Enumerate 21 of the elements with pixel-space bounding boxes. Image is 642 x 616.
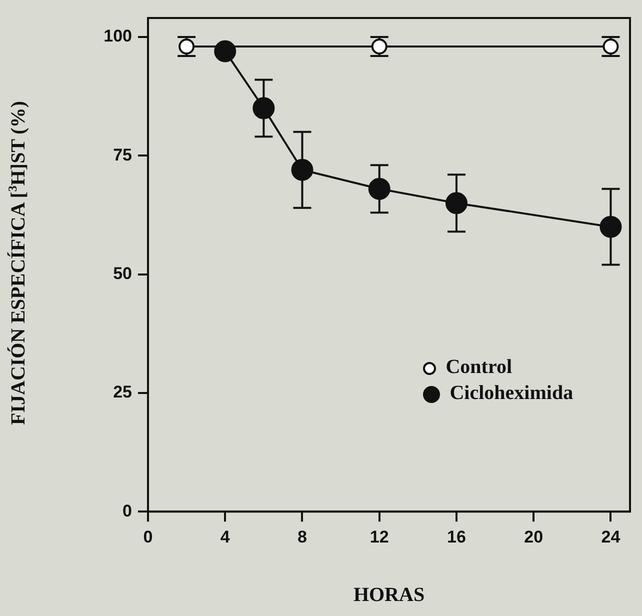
point [291,158,314,181]
x-tick-label: 24 [601,527,621,546]
x-tick-label: 20 [524,527,544,546]
x-tick-label: 12 [370,527,389,546]
y-tick-label: 50 [113,264,132,283]
y-tick-label: 100 [104,26,132,46]
legend-label: Control [446,356,512,378]
x-tick-label: 4 [220,527,230,546]
x-tick-label: 8 [298,527,307,546]
x-tick-label: 16 [447,527,466,546]
point [368,178,390,200]
point [214,40,236,62]
point [445,192,468,214]
point [600,216,622,238]
y-tick-label: 0 [122,501,132,520]
x-tick-label: 0 [143,527,153,546]
legend-label: Cicloheximida [450,382,574,404]
point [252,97,275,120]
y-tick-label: 25 [113,382,132,402]
y-tick-label: 75 [113,145,132,164]
x-axis-title: HORAS [353,584,425,606]
